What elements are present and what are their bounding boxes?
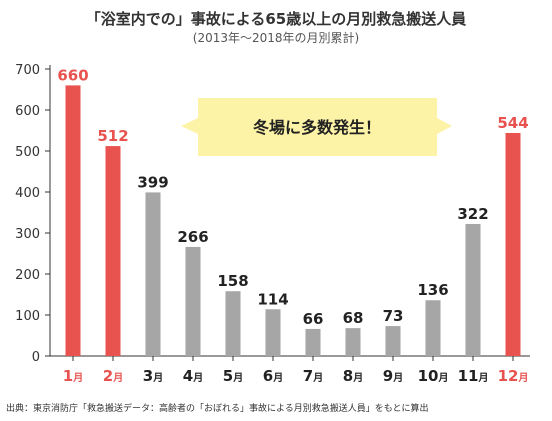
source-note: 出典：東京消防庁「救急搬送データ：高齢者の「おぼれる」事故による月別救急搬送人員… bbox=[6, 404, 429, 414]
callout-banner: 冬場に多数発生！ bbox=[181, 98, 452, 156]
bar bbox=[385, 326, 401, 356]
bar bbox=[265, 309, 281, 356]
value-label: 158 bbox=[217, 272, 248, 290]
x-tick-label: 8月 bbox=[343, 367, 363, 385]
y-axis: 0 100 200 300 400 500 600 700 bbox=[15, 63, 530, 365]
x-tick-label: 5月 bbox=[223, 367, 243, 385]
chart-title: 「浴室内での」事故による65歳以上の月別救急搬送人員 bbox=[85, 10, 467, 28]
y-tick-label: 600 bbox=[15, 104, 40, 119]
x-tick-label: 11月 bbox=[458, 367, 489, 385]
x-tick-label: 12月 bbox=[498, 367, 529, 385]
y-tick-label: 200 bbox=[15, 268, 40, 283]
bar bbox=[505, 132, 521, 356]
x-axis-labels: 1月 2月 3月 4月 5月 6月 7月 8月 9月 10月 11月 12月 bbox=[63, 356, 529, 385]
x-tick-label: 7月 bbox=[303, 367, 323, 385]
value-label: 114 bbox=[257, 290, 288, 308]
x-tick-label: 9月 bbox=[383, 367, 403, 385]
x-tick-label: 4月 bbox=[183, 367, 203, 385]
chart-subtitle: (2013年～2018年の月別累計) bbox=[192, 31, 360, 45]
y-tick-label: 700 bbox=[15, 63, 40, 78]
y-tick-label: 400 bbox=[15, 186, 40, 201]
bar bbox=[345, 328, 361, 356]
x-tick-label: 3月 bbox=[143, 367, 163, 385]
value-label: 512 bbox=[97, 127, 128, 145]
callout-banner-shape bbox=[181, 98, 452, 156]
x-tick-label: 1月 bbox=[63, 367, 83, 385]
value-label: 68 bbox=[343, 309, 364, 327]
x-tick-label: 2月 bbox=[103, 367, 123, 385]
value-label: 66 bbox=[303, 310, 324, 328]
value-labels: 660 512 399 266 158 114 66 68 73 136 322 544 bbox=[57, 66, 528, 328]
value-label: 136 bbox=[417, 281, 448, 299]
value-label: 73 bbox=[383, 307, 404, 325]
y-tick-label: 500 bbox=[15, 145, 40, 160]
bar bbox=[425, 300, 441, 356]
x-tick-label: 6月 bbox=[263, 367, 283, 385]
bar bbox=[65, 85, 81, 357]
x-tick-label: 10月 bbox=[418, 367, 449, 385]
y-tick-label: 300 bbox=[15, 227, 40, 242]
value-label: 660 bbox=[57, 66, 88, 84]
bar bbox=[465, 223, 481, 356]
bar bbox=[225, 291, 241, 356]
bar bbox=[145, 192, 161, 356]
value-label: 399 bbox=[137, 173, 168, 191]
y-tick-label: 100 bbox=[15, 309, 40, 324]
y-tick-label: 0 bbox=[32, 350, 40, 365]
value-label: 322 bbox=[457, 205, 488, 223]
callout-text: 冬場に多数発生！ bbox=[253, 118, 381, 137]
bar bbox=[105, 146, 121, 356]
value-label: 544 bbox=[497, 114, 528, 132]
value-label: 266 bbox=[177, 228, 208, 246]
bar bbox=[185, 246, 201, 356]
bars bbox=[65, 85, 521, 357]
bar bbox=[305, 328, 321, 356]
